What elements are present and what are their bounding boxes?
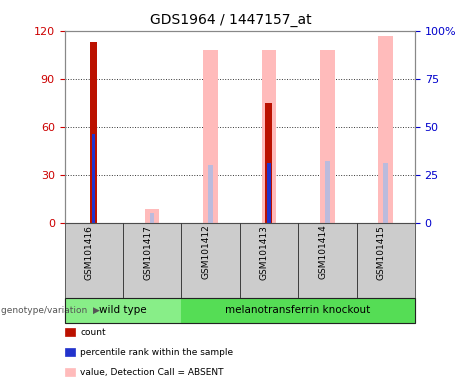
Text: GSM101417: GSM101417 [143, 225, 152, 280]
Bar [145, 209, 160, 223]
Text: GSM101412: GSM101412 [201, 225, 211, 280]
Text: GSM101413: GSM101413 [260, 225, 269, 280]
Text: count: count [80, 328, 106, 337]
Bar [325, 161, 330, 223]
Text: GSM101415: GSM101415 [377, 225, 386, 280]
Text: genotype/variation  ▶: genotype/variation ▶ [1, 306, 100, 314]
Bar [150, 213, 154, 223]
Text: percentile rank within the sample: percentile rank within the sample [80, 348, 233, 357]
Bar [203, 50, 218, 223]
Bar [261, 50, 276, 223]
Bar [90, 42, 97, 223]
Bar [208, 165, 213, 223]
Bar [384, 163, 388, 223]
Text: GSM101414: GSM101414 [318, 225, 327, 280]
Bar [378, 36, 393, 223]
Text: GDS1964 / 1447157_at: GDS1964 / 1447157_at [150, 13, 311, 27]
Bar [266, 103, 272, 223]
Text: wild type: wild type [99, 305, 147, 315]
Text: GSM101416: GSM101416 [85, 225, 94, 280]
Bar [267, 163, 271, 223]
Bar [320, 50, 335, 223]
Text: value, Detection Call = ABSENT: value, Detection Call = ABSENT [80, 367, 224, 377]
Bar [92, 134, 95, 223]
Bar [266, 163, 271, 223]
Text: melanotransferrin knockout: melanotransferrin knockout [225, 305, 371, 315]
